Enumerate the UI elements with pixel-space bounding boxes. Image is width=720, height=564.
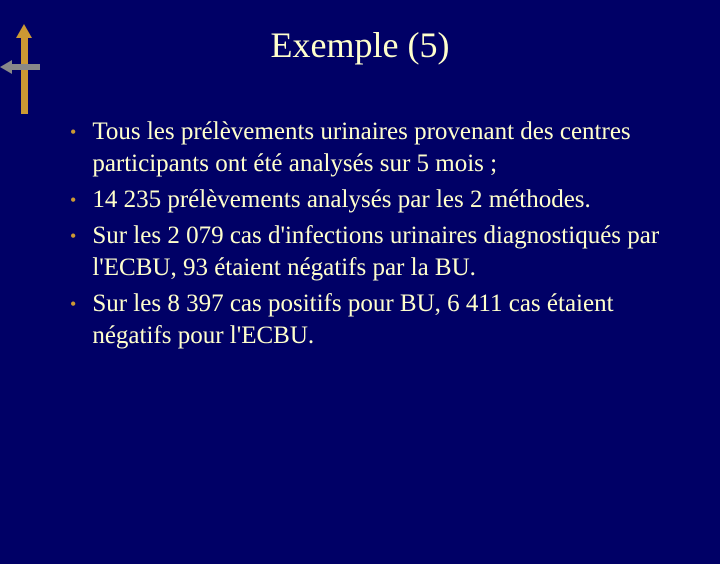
bullet-text: Sur les 2 079 cas d'infections urinaires… bbox=[92, 220, 680, 284]
bullet-text: Sur les 8 397 cas positifs pour BU, 6 41… bbox=[92, 288, 680, 352]
slide-title: Exemple (5) bbox=[0, 24, 720, 66]
arrow-left-head bbox=[0, 60, 12, 74]
bullet-icon: • bbox=[70, 116, 76, 148]
list-item: • Tous les prélèvements urinaires proven… bbox=[70, 116, 680, 180]
bullet-list: • Tous les prélèvements urinaires proven… bbox=[70, 116, 680, 352]
arrow-left-stem bbox=[12, 64, 40, 70]
bullet-icon: • bbox=[70, 220, 76, 252]
arrow-up-head bbox=[16, 24, 32, 38]
bullet-text: Tous les prélèvements urinaires provenan… bbox=[92, 116, 680, 180]
bullet-icon: • bbox=[70, 288, 76, 320]
bullet-text: 14 235 prélèvements analysés par les 2 m… bbox=[92, 184, 590, 216]
bullet-icon: • bbox=[70, 184, 76, 216]
arrow-up-stem bbox=[21, 38, 28, 114]
list-item: • Sur les 8 397 cas positifs pour BU, 6 … bbox=[70, 288, 680, 352]
arrow-left-icon bbox=[0, 60, 40, 74]
list-item: • 14 235 prélèvements analysés par les 2… bbox=[70, 184, 680, 216]
corner-decoration bbox=[0, 24, 50, 114]
slide-content: • Tous les prélèvements urinaires proven… bbox=[0, 116, 720, 352]
list-item: • Sur les 2 079 cas d'infections urinair… bbox=[70, 220, 680, 284]
